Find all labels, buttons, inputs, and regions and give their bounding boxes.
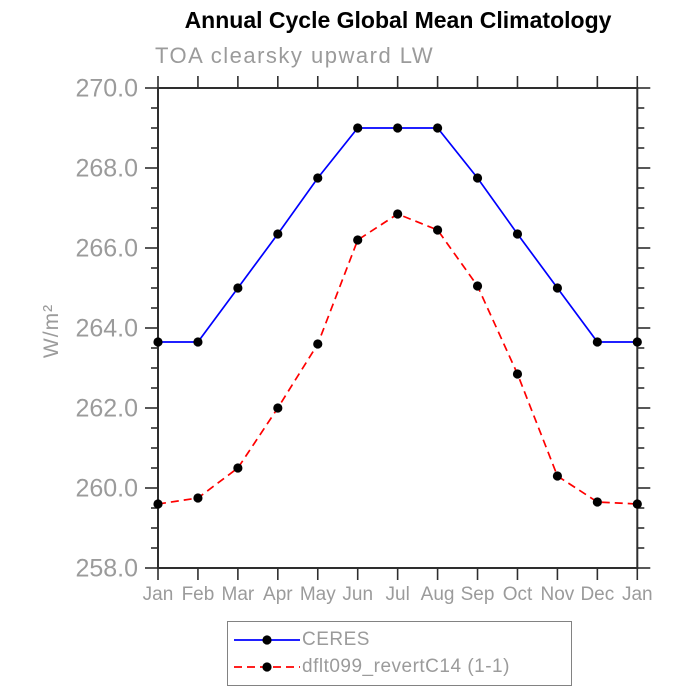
x-tick-label: Sep (461, 584, 495, 605)
x-tick-label: Jul (386, 584, 410, 605)
legend-label-ceres: CERES (302, 629, 370, 650)
x-tick-label: Nov (541, 584, 575, 605)
x-tick-label: Aug (421, 584, 455, 605)
y-tick-label: 264.0 (75, 315, 138, 343)
data-point-marker (193, 493, 203, 503)
data-point-marker (313, 173, 323, 183)
data-point-marker (313, 339, 323, 349)
y-tick-label: 270.0 (75, 75, 138, 103)
legend-label-model: dflt099_revertC14 (1-1) (302, 656, 510, 677)
data-point-marker (153, 499, 163, 509)
data-point-marker (393, 123, 403, 133)
x-tick-label: Dec (580, 584, 614, 605)
x-tick-label: Jan (622, 584, 653, 605)
data-point-marker (233, 463, 243, 473)
model-line-sample-icon (234, 662, 300, 672)
y-tick-label: 262.0 (75, 395, 138, 423)
data-point-marker (512, 369, 523, 379)
chart-subtitle: TOA clearsky upward LW (155, 43, 435, 68)
data-point-marker (273, 229, 283, 239)
x-tick-label: Apr (263, 584, 293, 605)
chart-title: Annual Cycle Global Mean Climatology (184, 7, 612, 33)
data-point-marker (273, 403, 283, 413)
x-tick-label: Oct (503, 584, 533, 605)
data-point-marker (353, 235, 363, 245)
data-point-marker (393, 209, 403, 219)
data-point-marker (632, 499, 642, 509)
data-point-marker (592, 337, 602, 347)
data-point-marker (193, 337, 203, 347)
axis-frame (157, 87, 639, 569)
data-point-marker (552, 471, 563, 481)
data-point-marker (353, 123, 363, 133)
data-point-marker (153, 337, 163, 347)
data-point-marker (632, 337, 642, 347)
data-point-marker (432, 225, 443, 235)
x-tick-label: Mar (222, 584, 255, 605)
ceres-line-sample-icon (234, 635, 300, 645)
legend-item-ceres: CERES (232, 627, 571, 654)
x-tick-label: Feb (182, 584, 215, 605)
legend-item-model: dflt099_revertC14 (1-1) (232, 654, 571, 681)
y-tick-label: 268.0 (75, 155, 138, 183)
data-point-marker (512, 229, 523, 239)
data-point-marker (233, 283, 243, 293)
data-point-marker (432, 123, 443, 133)
y-tick-label: 258.0 (75, 555, 138, 583)
x-tick-label: May (300, 584, 336, 605)
x-tick-label: Jan (143, 584, 174, 605)
series-line-dflt099_revertc14-1-1- (157, 213, 638, 505)
data-point-marker (472, 173, 483, 183)
x-tick-label: Jun (342, 584, 373, 605)
legend: CERES dflt099_revertC14 (1-1) (227, 621, 572, 686)
data-point-marker (552, 283, 563, 293)
series-line-ceres (158, 127, 638, 343)
y-tick-label: 260.0 (75, 475, 138, 503)
data-point-marker (592, 497, 602, 507)
y-tick-label: 266.0 (75, 235, 138, 263)
data-point-marker (472, 281, 483, 291)
